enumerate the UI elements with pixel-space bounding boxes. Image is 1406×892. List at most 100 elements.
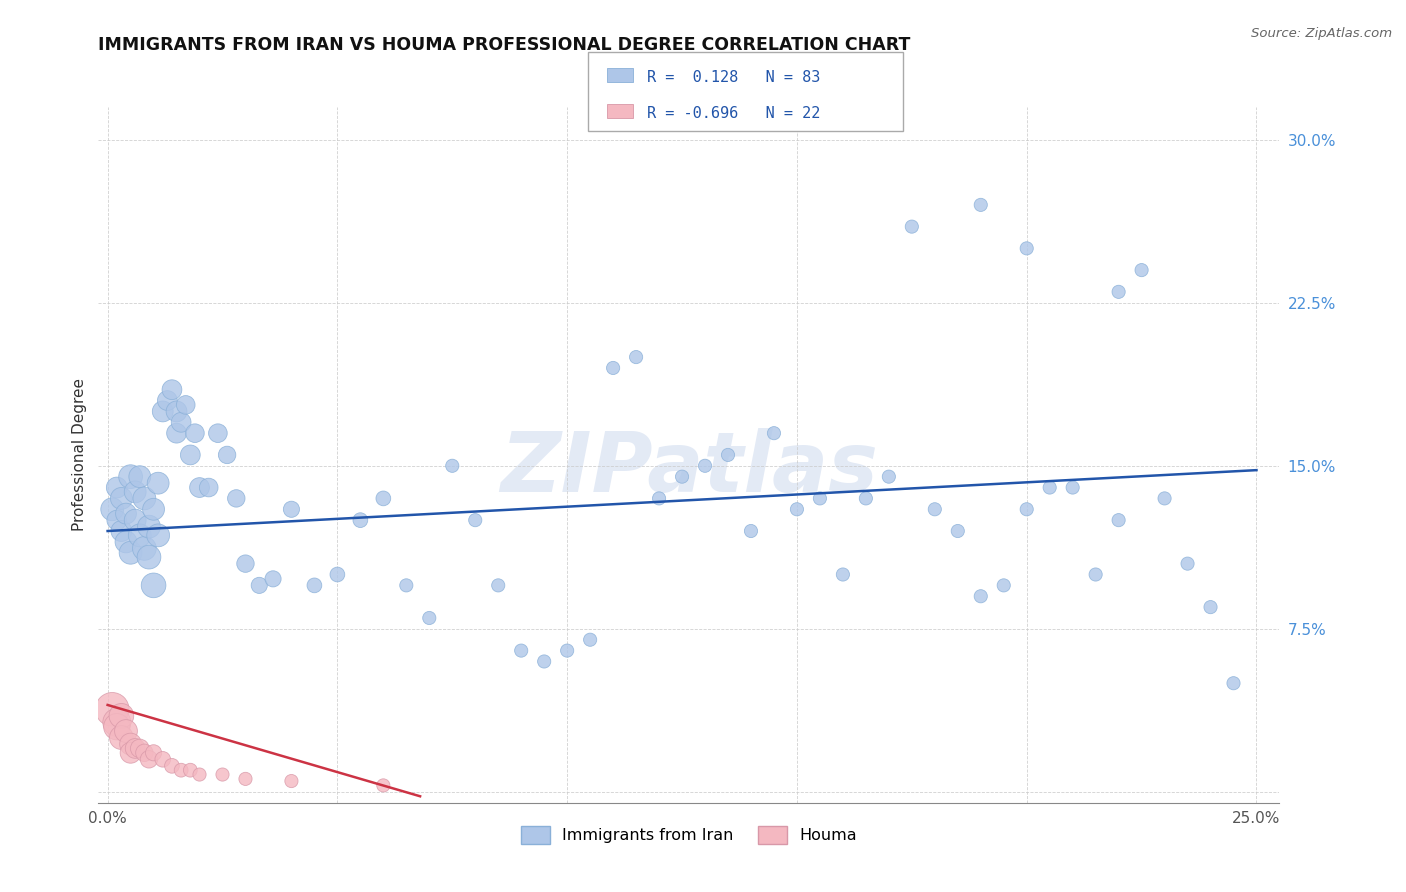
Point <box>124 513 146 527</box>
Point <box>124 484 146 499</box>
Point <box>134 491 156 506</box>
Point <box>115 507 138 521</box>
Point <box>1015 241 1038 255</box>
Point <box>101 502 124 516</box>
Point <box>280 774 302 789</box>
Point <box>395 578 418 592</box>
Point <box>1222 676 1244 690</box>
Point <box>138 519 160 533</box>
Text: ZIPatlas: ZIPatlas <box>501 428 877 509</box>
Point <box>1177 557 1199 571</box>
Point <box>877 469 900 483</box>
Point <box>831 567 853 582</box>
Point <box>142 502 165 516</box>
Point <box>160 759 183 773</box>
Text: IMMIGRANTS FROM IRAN VS HOUMA PROFESSIONAL DEGREE CORRELATION CHART: IMMIGRANTS FROM IRAN VS HOUMA PROFESSION… <box>98 36 911 54</box>
Point <box>120 546 142 560</box>
Y-axis label: Professional Degree: Professional Degree <box>72 378 87 532</box>
Point <box>418 611 440 625</box>
Point <box>128 741 150 756</box>
Point <box>225 491 247 506</box>
Point <box>105 715 128 730</box>
Point <box>235 772 257 786</box>
Point <box>970 589 993 603</box>
Point <box>211 767 233 781</box>
Point <box>110 524 132 538</box>
Point <box>717 448 740 462</box>
Point <box>197 481 219 495</box>
Point <box>808 491 831 506</box>
Point <box>115 534 138 549</box>
Point <box>156 393 179 408</box>
Point <box>901 219 924 234</box>
Point <box>579 632 602 647</box>
Point <box>510 643 533 657</box>
Point <box>138 550 160 565</box>
Text: R = -0.696   N = 22: R = -0.696 N = 22 <box>647 106 820 121</box>
Point <box>110 491 132 506</box>
Point <box>1130 263 1153 277</box>
Point <box>142 746 165 760</box>
Point <box>740 524 762 538</box>
Point <box>124 741 146 756</box>
Point <box>262 572 284 586</box>
Point <box>101 702 124 716</box>
Point <box>170 763 193 777</box>
Point <box>166 426 188 441</box>
Point <box>924 502 946 516</box>
Point <box>349 513 371 527</box>
Point <box>1199 600 1222 615</box>
Point <box>786 502 808 516</box>
Point <box>1039 481 1062 495</box>
Point <box>128 469 150 483</box>
Point <box>1084 567 1107 582</box>
Point <box>184 426 207 441</box>
Point <box>120 737 142 751</box>
Point <box>304 578 326 592</box>
Point <box>120 746 142 760</box>
Point <box>486 578 509 592</box>
Point <box>970 198 993 212</box>
Point <box>146 476 169 491</box>
Point <box>247 578 270 592</box>
Text: R =  0.128   N = 83: R = 0.128 N = 83 <box>647 70 820 86</box>
Point <box>170 415 193 429</box>
Point <box>533 655 555 669</box>
Point <box>602 360 624 375</box>
Point <box>174 398 197 412</box>
Point <box>152 404 174 418</box>
Point <box>1062 481 1084 495</box>
Point <box>280 502 302 516</box>
Point <box>207 426 229 441</box>
Point <box>555 643 578 657</box>
Point <box>1153 491 1175 506</box>
Point <box>105 720 128 734</box>
Point <box>105 481 128 495</box>
Point <box>166 404 188 418</box>
Point <box>441 458 464 473</box>
Point <box>1015 502 1038 516</box>
Point <box>855 491 877 506</box>
Point <box>671 469 693 483</box>
Point <box>373 778 395 793</box>
Point <box>115 724 138 739</box>
Point <box>134 746 156 760</box>
Point <box>648 491 671 506</box>
Point <box>1108 513 1130 527</box>
Point <box>993 578 1015 592</box>
Point <box>142 578 165 592</box>
Point <box>146 528 169 542</box>
Point <box>693 458 716 473</box>
Point <box>326 567 349 582</box>
Point <box>762 426 785 441</box>
Point <box>179 763 201 777</box>
Point <box>134 541 156 556</box>
Point <box>138 752 160 766</box>
Point <box>160 383 183 397</box>
Point <box>105 513 128 527</box>
Point <box>1108 285 1130 299</box>
Point <box>120 469 142 483</box>
Point <box>217 448 239 462</box>
Point <box>152 752 174 766</box>
Point <box>946 524 969 538</box>
